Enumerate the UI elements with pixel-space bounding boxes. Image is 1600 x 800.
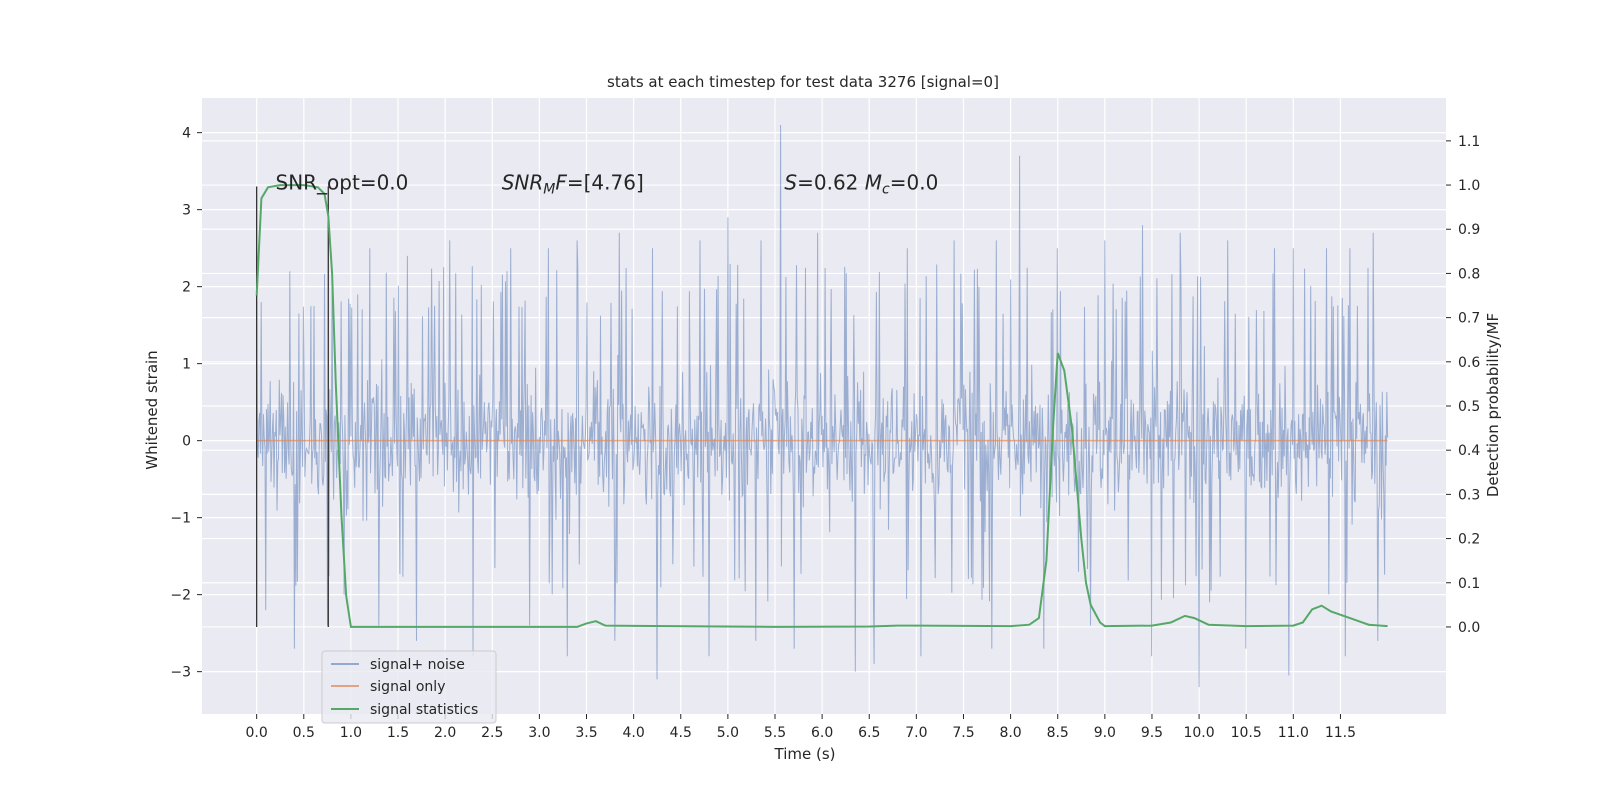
x-tick-label: 4.0	[622, 725, 644, 741]
x-tick-label: 9.0	[1094, 725, 1116, 741]
axes: 0.0 0.5 1.0 1.5 2.0 2.5 3.0 3.5 4.0 4.5 5.0 5.5 6.0 6…	[170, 126, 1480, 741]
y2-tick-label: 0.4	[1458, 443, 1480, 459]
annotation-0: SNR_opt=0.0	[276, 170, 409, 194]
legend-label-signal-noise: signal+ noise	[370, 657, 465, 673]
x-tick-label: 6.0	[811, 725, 833, 741]
legend-label-signal-only: signal only	[370, 679, 445, 695]
series-signal-statistics	[255, 184, 1388, 628]
series-signal-noise	[256, 124, 1389, 688]
series-line-signal-statistics	[255, 184, 1388, 628]
x-tick-label: 1.5	[387, 725, 409, 741]
y-tick-label: −2	[170, 588, 191, 604]
y2-tick-label: 0.6	[1458, 355, 1480, 371]
legend-box	[321, 650, 497, 724]
x-tick-label: 0.0	[246, 725, 268, 741]
y-tick-label: 3	[182, 203, 191, 219]
x-tick-label: 5.0	[717, 725, 739, 741]
y2-tick-label: 0.0	[1458, 620, 1480, 636]
y2-tick-label: 0.7	[1458, 311, 1480, 327]
y2-tick-label: 1.1	[1458, 134, 1480, 150]
y2-tick-label: 0.9	[1458, 222, 1480, 238]
x-tick-label: 6.5	[858, 725, 880, 741]
x-tick-label: 2.5	[481, 725, 503, 741]
x-tick-label: 4.5	[670, 725, 692, 741]
y2-tick-label: 0.1	[1458, 576, 1480, 592]
y2-axis-label: Detection probability/MF	[1484, 313, 1502, 497]
x-tick-label: 9.5	[1141, 725, 1163, 741]
y-tick-label: 2	[182, 280, 191, 296]
x-tick-label: 5.5	[764, 725, 786, 741]
x-tick-label: 2.0	[434, 725, 456, 741]
annotations: SNR_opt=0.0 SNRMF=[4.76] S=0.62 Mc=0.0	[276, 170, 939, 197]
y2-tick-label: 0.5	[1458, 399, 1480, 415]
y2-tick-label: 1.0	[1458, 178, 1480, 194]
annotation-1: SNRMF=[4.76]	[502, 170, 644, 197]
vertical-markers	[256, 186, 329, 627]
legend: signal+ noise signal only signal statist…	[321, 650, 497, 724]
x-tick-label: 1.0	[340, 725, 362, 741]
y-tick-label: −1	[170, 511, 191, 527]
y-axis-label: Whitened strain	[143, 350, 161, 469]
x-tick-label: 10.5	[1231, 725, 1262, 741]
x-tick-label: 11.5	[1325, 725, 1356, 741]
x-tick-label: 8.5	[1047, 725, 1069, 741]
x-tick-label: 10.0	[1183, 725, 1214, 741]
x-tick-label: 7.5	[952, 725, 974, 741]
x-tick-label: 11.0	[1278, 725, 1309, 741]
x-tick-label: 8.0	[999, 725, 1021, 741]
y2-tick-label: 0.2	[1458, 532, 1480, 548]
y-tick-label: 4	[182, 126, 191, 142]
y-tick-label: −3	[170, 665, 191, 681]
y-tick-label: 1	[182, 357, 191, 373]
y2-tick-label: 0.8	[1458, 266, 1480, 282]
series-line-signal-noise	[256, 124, 1389, 688]
y2-tick-label: 0.3	[1458, 487, 1480, 503]
x-tick-label: 3.5	[575, 725, 597, 741]
x-tick-label: 7.0	[905, 725, 927, 741]
x-tick-label: 0.5	[293, 725, 315, 741]
annotation-2: S=0.62 Mc=0.0	[784, 170, 938, 197]
x-tick-label: 3.0	[528, 725, 550, 741]
y-tick-label: 0	[182, 434, 191, 450]
chart-title: stats at each timestep for test data 327…	[607, 73, 999, 91]
legend-label-signal-statistics: signal statistics	[370, 702, 478, 718]
x-axis-label: Time (s)	[774, 745, 836, 763]
